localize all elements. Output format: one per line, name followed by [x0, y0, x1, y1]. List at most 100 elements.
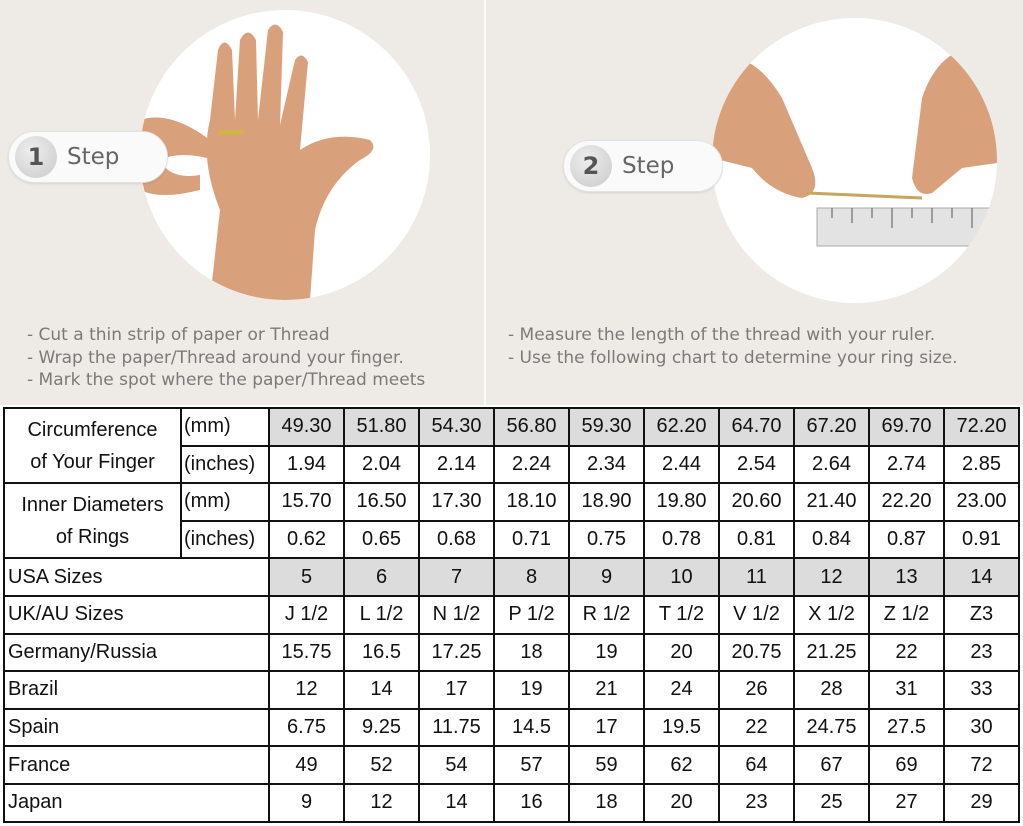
table-cell: 56.80	[493, 407, 570, 447]
label-line: of Rings	[55, 525, 130, 548]
table-cell: 12	[343, 782, 420, 823]
table-cell: 19.80	[643, 482, 720, 522]
table-cell: 64.70	[718, 407, 795, 447]
ruler-measure-photo	[712, 18, 997, 303]
label-line: Circumference	[27, 418, 158, 441]
table-cell: 0.68	[418, 519, 495, 560]
table-cell: 0.87	[868, 519, 945, 560]
table-cell: 22	[868, 632, 945, 673]
table-cell: 26	[718, 670, 795, 710]
table-cell: 25	[793, 782, 870, 823]
table-cell: 17.30	[418, 482, 495, 522]
table-row: Germany/Russia 15.75 16.5 17.25 18 19 20 20.75 2…	[3, 632, 1020, 673]
table-cell: 49.30	[268, 407, 345, 447]
table-row: (inches) 0.62 0.65 0.68 0.71 0.75 0.78 0.81 0.84…	[4, 519, 1020, 560]
table-cell: 20	[643, 782, 720, 823]
table-cell: 2.04	[343, 444, 420, 485]
table-cell: Z3	[943, 594, 1020, 635]
table-cell: 69	[868, 745, 945, 785]
table-cell: 9	[268, 782, 345, 823]
table-cell: 2.85	[943, 444, 1020, 485]
table-row: Japan 9 12 14 16 18 20 23 25 27 29	[3, 782, 1020, 823]
table-cell: L 1/2	[343, 594, 420, 635]
table-cell: 16	[493, 782, 570, 823]
table-cell: 11.75	[418, 707, 495, 748]
table-row: Inner Diameters of Rings (mm) 15.70 16.50 17.…	[3, 482, 1020, 560]
table-cell: 20.60	[718, 482, 795, 522]
table-cell: 2.44	[643, 444, 720, 485]
table-cell: 54	[418, 745, 495, 785]
table-cell: 23	[943, 632, 1020, 673]
table-cell: J 1/2	[268, 594, 345, 635]
table-cell: V 1/2	[718, 594, 795, 635]
row-label: UK/AU Sizes	[3, 594, 270, 635]
table-cell: 27	[868, 782, 945, 823]
table-cell: 21.25	[793, 632, 870, 673]
table-cell: 6	[343, 557, 420, 597]
label-line: of Your Finger	[30, 450, 155, 473]
table-cell: 62	[643, 745, 720, 785]
table-cell: 14	[343, 670, 420, 710]
table-cell: 10	[643, 557, 720, 597]
table-cell: 2.14	[418, 444, 495, 485]
table-cell: 16.5	[343, 632, 420, 673]
table-cell: 64	[718, 745, 795, 785]
table-cell: 18.90	[568, 482, 645, 522]
table-cell: 20.75	[718, 632, 795, 673]
ring-size-table: Circumference of Your Finger (mm) 49.30 51.8…	[3, 406, 1020, 823]
table-cell: 17	[568, 707, 645, 748]
table-cell: 0.71	[493, 519, 570, 560]
table-cell: 12	[793, 557, 870, 597]
table-cell: 16.50	[343, 482, 420, 522]
table-cell: 59.30	[568, 407, 645, 447]
table-cell: 9	[568, 557, 645, 597]
instruction-line: - Cut a thin strip of paper or Thread	[27, 325, 330, 345]
instruction-line: - Use the following chart to determine y…	[508, 347, 958, 368]
instruction-line: - Mark the spot where the paper/Thread m…	[27, 370, 426, 390]
table-cell: 23	[718, 782, 795, 823]
table-cell: 9.25	[343, 707, 420, 748]
table-cell: 11	[718, 557, 795, 597]
table-cell: 23.00	[943, 482, 1020, 522]
table-cell: Z 1/2	[868, 594, 945, 635]
table-cell: 54.30	[418, 407, 495, 447]
table-cell: 72	[943, 745, 1020, 785]
table-cell: 22	[718, 707, 795, 748]
table-cell: R 1/2	[568, 594, 645, 635]
table-cell: 2.24	[493, 444, 570, 485]
step-2-number: 2	[570, 145, 612, 187]
table-cell: 2.54	[718, 444, 795, 485]
table-cell: 69.70	[868, 407, 945, 447]
row-label: Brazil	[3, 670, 270, 710]
label-line: Inner Diameters	[21, 493, 164, 516]
table-cell: 24.75	[793, 707, 870, 748]
table-cell: 12	[268, 670, 345, 710]
table-cell: 52	[343, 745, 420, 785]
step-2-badge: 2 Step	[563, 140, 723, 192]
circumference-label: Circumference of Your Finger	[3, 406, 182, 485]
row-label: Germany/Russia	[3, 632, 270, 673]
instruction-line: - Measure the length of the thread with …	[508, 325, 936, 345]
table-cell: 14	[943, 557, 1020, 597]
unit-label: (inches)	[180, 444, 270, 485]
table-row: France 49 52 54 57 59 62 64 67 69 72	[3, 745, 1020, 785]
table-cell: X 1/2	[793, 594, 870, 635]
table-cell: 67	[793, 745, 870, 785]
table-row: (inches) 1.94 2.04 2.14 2.24 2.34 2.44 2.54 2.64…	[4, 444, 1020, 485]
table-cell: 49	[268, 745, 345, 785]
table-cell: 22.20	[868, 482, 945, 522]
row-label: Spain	[3, 707, 270, 748]
step-2-instructions: - Measure the length of the thread with …	[508, 324, 958, 369]
table-cell: 19	[568, 632, 645, 673]
table-cell: 72.20	[943, 407, 1020, 447]
hand-measure-photo	[140, 10, 430, 300]
table-cell: 57	[493, 745, 570, 785]
table-cell: 30	[943, 707, 1020, 748]
table-cell: 21.40	[793, 482, 870, 522]
table-cell: 0.81	[718, 519, 795, 560]
table-cell: 0.62	[268, 519, 345, 560]
table-cell: 18	[568, 782, 645, 823]
table-cell: 29	[943, 782, 1020, 823]
table-cell: 17	[418, 670, 495, 710]
unit-label: (mm)	[180, 407, 270, 447]
